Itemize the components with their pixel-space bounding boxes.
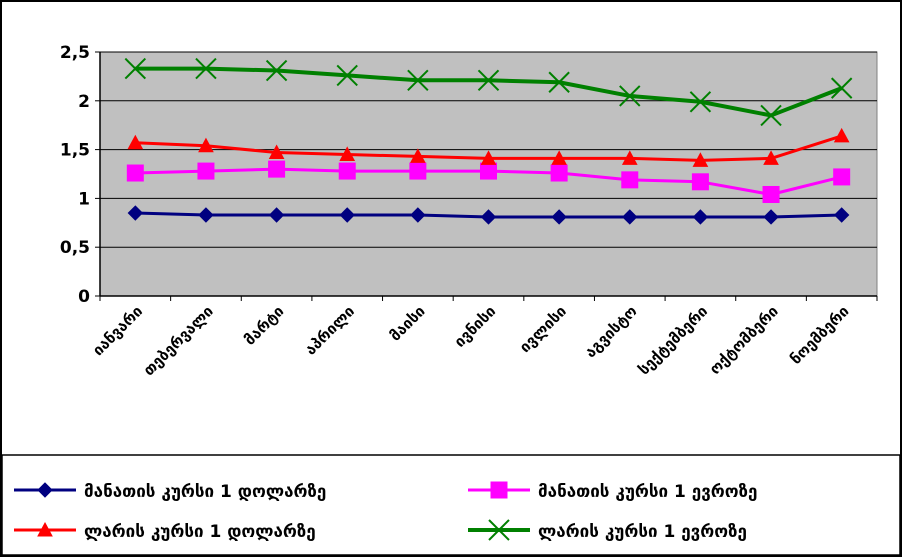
data-point-x bbox=[488, 519, 510, 541]
data-point-x bbox=[619, 85, 641, 107]
legend-item: მანათის კურსი 1 ევროზე bbox=[468, 481, 757, 502]
data-point-x bbox=[124, 57, 147, 80]
x-tick-label: თებერვალი bbox=[140, 302, 217, 379]
data-point-square bbox=[621, 171, 639, 189]
data-point-square bbox=[338, 162, 356, 180]
y-tick-label: 2,5 bbox=[60, 43, 90, 63]
data-point-x bbox=[830, 77, 853, 99]
data-point-diamond bbox=[480, 209, 497, 225]
y-tick-label: 2 bbox=[78, 92, 90, 112]
series-3 bbox=[127, 127, 850, 167]
data-point-triangle bbox=[763, 150, 779, 165]
data-point-x bbox=[265, 59, 288, 82]
series-2 bbox=[126, 160, 851, 203]
series-group bbox=[124, 57, 853, 225]
legend-label: ლარის კურსი 1 ევროზე bbox=[538, 522, 747, 542]
data-point-x bbox=[195, 57, 217, 80]
data-point-diamond bbox=[551, 209, 567, 225]
data-point-x bbox=[477, 69, 500, 92]
data-point-square bbox=[268, 160, 286, 178]
data-point-square bbox=[833, 168, 851, 186]
x-tick-label: სექტემბერი bbox=[635, 302, 711, 378]
data-point-x bbox=[336, 64, 358, 87]
x-tick-label: მაისი bbox=[386, 302, 429, 345]
x-tick-label: აპრილი bbox=[301, 302, 358, 359]
data-point-triangle bbox=[37, 521, 53, 537]
data-point-triangle bbox=[621, 150, 638, 165]
series-4 bbox=[124, 57, 853, 127]
data-point-triangle bbox=[268, 144, 285, 160]
data-point-triangle bbox=[551, 150, 567, 165]
data-point-square bbox=[197, 162, 215, 180]
data-point-square bbox=[550, 164, 568, 182]
data-point-square bbox=[480, 162, 497, 180]
data-point-square bbox=[490, 481, 508, 499]
data-point-diamond bbox=[268, 207, 285, 223]
x-tick-label: აგვისტო bbox=[581, 302, 640, 361]
data-point-diamond bbox=[127, 205, 144, 221]
data-point-triangle bbox=[692, 152, 709, 167]
data-point-triangle bbox=[198, 137, 214, 153]
data-point-diamond bbox=[339, 207, 355, 223]
data-point-triangle bbox=[410, 148, 426, 163]
x-tick-label: ივნისი bbox=[451, 302, 500, 351]
x-tick-label: იანვარი bbox=[89, 302, 146, 359]
data-point-x bbox=[689, 91, 712, 113]
data-point-triangle bbox=[833, 127, 850, 143]
y-axis: 0 0,5 1 1,5 2 2,5 bbox=[60, 43, 101, 307]
legend-label: მანათის კურსი 1 ევროზე bbox=[538, 482, 757, 502]
data-point-square bbox=[126, 164, 144, 182]
legend-item: მანათის კურსი 1 დოლარზე bbox=[14, 482, 326, 502]
data-point-square bbox=[762, 185, 780, 203]
y-tick-label: 1,5 bbox=[60, 141, 90, 161]
data-point-diamond bbox=[37, 482, 53, 498]
y-tick-label: 1 bbox=[78, 189, 90, 209]
legend-item: ლარის კურსი 1 დოლარზე bbox=[14, 521, 316, 542]
legend: მანათის კურსი 1 დოლარზე მანათის კურსი 1 ე… bbox=[1, 454, 901, 556]
data-point-diamond bbox=[198, 207, 214, 223]
data-point-square bbox=[691, 173, 709, 191]
legend-label: მანათის კურსი 1 დოლარზე bbox=[84, 482, 326, 502]
data-point-square bbox=[409, 162, 427, 180]
y-tick-label: 0 bbox=[78, 287, 90, 307]
data-point-diamond bbox=[410, 207, 426, 223]
data-point-diamond bbox=[763, 209, 779, 225]
x-tick-label: ნოემბერი bbox=[787, 302, 853, 368]
data-point-triangle bbox=[339, 146, 356, 161]
data-point-x bbox=[548, 71, 570, 93]
data-point-diamond bbox=[692, 209, 709, 225]
x-tick-label: ოქტომბერი bbox=[706, 302, 782, 378]
data-point-diamond bbox=[622, 209, 638, 225]
gridlines bbox=[100, 51, 877, 248]
legend-item: ლარის კურსი 1 ევროზე bbox=[468, 519, 747, 542]
data-point-triangle bbox=[480, 150, 497, 165]
data-point-triangle bbox=[127, 134, 144, 150]
y-tick-label: 0,5 bbox=[60, 238, 90, 258]
legend-label: ლარის კურსი 1 დოლარზე bbox=[84, 522, 316, 542]
data-point-x bbox=[760, 104, 782, 127]
data-point-diamond bbox=[833, 207, 850, 223]
x-tick-label: ივლისი bbox=[516, 302, 570, 356]
series-1 bbox=[127, 205, 850, 225]
legend-box bbox=[1, 454, 901, 556]
data-point-x bbox=[407, 69, 429, 92]
x-tick-label: მარტი bbox=[241, 302, 288, 349]
